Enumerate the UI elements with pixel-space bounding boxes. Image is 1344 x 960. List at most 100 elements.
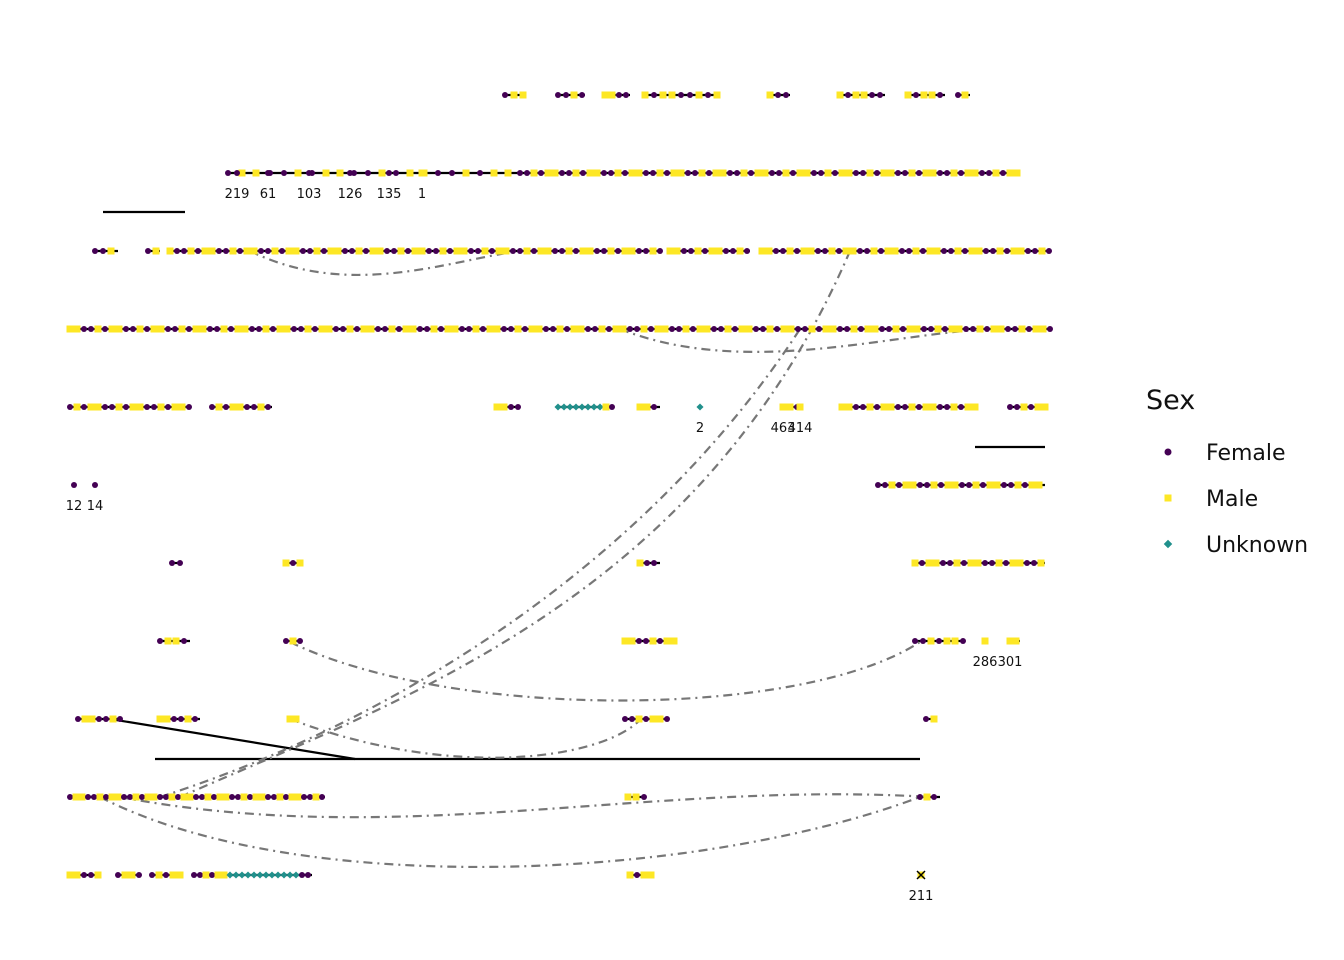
- individual: [995, 559, 1003, 567]
- individual: [67, 794, 73, 800]
- individual: [515, 404, 521, 410]
- individual: [78, 793, 86, 801]
- individual: [895, 170, 901, 176]
- individual: [602, 403, 610, 411]
- individual: [780, 325, 788, 333]
- legend-label: Unknown: [1206, 533, 1308, 558]
- individual: [1006, 637, 1014, 645]
- individual: [570, 325, 578, 333]
- individual: [1020, 403, 1028, 411]
- individual: [543, 326, 549, 332]
- individual: [748, 170, 754, 176]
- individual: [236, 403, 244, 411]
- individual: [629, 716, 635, 722]
- individual: [172, 637, 180, 645]
- individual: [393, 170, 399, 176]
- individual: [844, 326, 850, 332]
- individual: [622, 170, 628, 176]
- individual: [1017, 247, 1025, 255]
- individual: [550, 326, 556, 332]
- individual: [808, 325, 816, 333]
- legend: Sex Female Male Unknown: [1146, 385, 1308, 558]
- individual: [298, 326, 304, 332]
- individual: [626, 871, 634, 879]
- individual: [929, 403, 937, 411]
- individual: [698, 169, 706, 177]
- individual: [270, 326, 276, 332]
- individual: [783, 92, 789, 98]
- individual: [829, 325, 837, 333]
- individual: [960, 638, 966, 644]
- individual: [643, 403, 651, 411]
- individual: [955, 92, 961, 98]
- individual: [880, 403, 888, 411]
- individual: [651, 404, 657, 410]
- individual: [942, 326, 948, 332]
- individual: [108, 793, 116, 801]
- individual: [510, 248, 516, 254]
- individual: [992, 169, 1000, 177]
- individual: [643, 716, 649, 722]
- individual: [209, 404, 215, 410]
- individual: [923, 793, 931, 801]
- individual: [186, 326, 192, 332]
- individual: [223, 248, 229, 254]
- individual: [659, 91, 667, 99]
- individual: [577, 325, 585, 333]
- individual: [294, 169, 302, 177]
- individual: [121, 794, 127, 800]
- individual: [115, 325, 123, 333]
- individual: [102, 404, 108, 410]
- individual: [993, 481, 1001, 489]
- individual: [661, 325, 669, 333]
- individual: [666, 247, 674, 255]
- individual: [644, 560, 650, 566]
- individual: [1010, 247, 1018, 255]
- individual: [132, 793, 140, 801]
- individual: [864, 325, 872, 333]
- individual: [462, 169, 470, 177]
- individual: [409, 325, 417, 333]
- individual: [91, 794, 97, 800]
- individual: [879, 326, 885, 332]
- individual: [163, 794, 169, 800]
- individual: [619, 325, 627, 333]
- individual: [216, 248, 222, 254]
- individual: [340, 326, 346, 332]
- individual: [730, 248, 736, 254]
- individual: [1035, 481, 1043, 489]
- individual: [181, 248, 187, 254]
- individual: [1014, 481, 1022, 489]
- individual: [123, 404, 129, 410]
- individual: [664, 716, 670, 722]
- individual: [937, 92, 943, 98]
- individual: [551, 169, 559, 177]
- individual: [967, 559, 975, 567]
- individual: [636, 638, 642, 644]
- individual: [346, 325, 354, 333]
- individual: [648, 326, 654, 332]
- individual: [621, 637, 629, 645]
- individual: [552, 248, 558, 254]
- individual: [517, 248, 523, 254]
- individual: [916, 170, 922, 176]
- individual: [878, 248, 884, 254]
- individual: [1014, 404, 1020, 410]
- individual: [1037, 559, 1045, 567]
- individual: [117, 716, 123, 722]
- individual: [365, 170, 371, 176]
- individual: [706, 170, 712, 176]
- individual: [857, 248, 863, 254]
- individual: [832, 170, 838, 176]
- individual: [608, 91, 616, 99]
- individual: [874, 170, 880, 176]
- individual: [803, 169, 811, 177]
- individual: [1005, 326, 1011, 332]
- individual: [758, 247, 766, 255]
- individual: [88, 872, 94, 878]
- individual-label: 103: [297, 187, 322, 202]
- individual: [466, 326, 472, 332]
- link-curve: [289, 717, 641, 759]
- individual: [682, 325, 690, 333]
- individual: [283, 794, 289, 800]
